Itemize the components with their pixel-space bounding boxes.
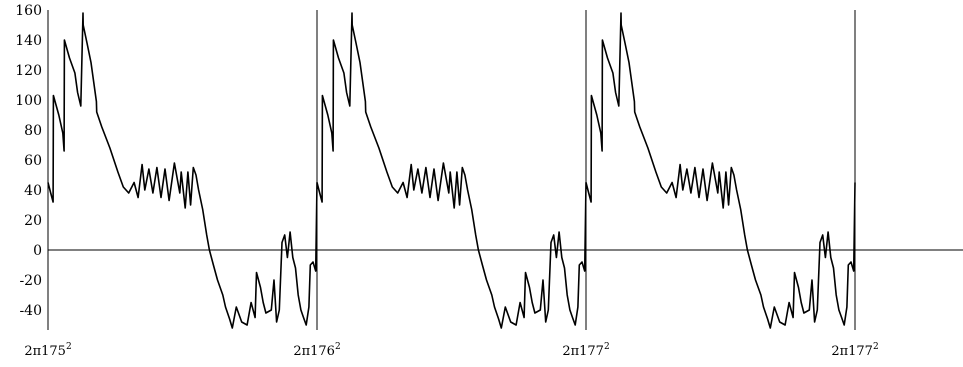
x-tick-labels: 2π1752 2π1762 2π1772 2π1772: [24, 342, 878, 359]
y-tick-label: 140: [15, 33, 42, 49]
y-tick-label: 80: [24, 123, 42, 139]
y-tick-label: -40: [19, 303, 42, 319]
x-tick-label: 2π1752: [24, 342, 71, 359]
series-layer: [47, 12, 856, 329]
y-tick-labels: 160 140 120 100 80 60 40 20 0 -20 -40: [15, 3, 42, 319]
y-tick-label: 160: [15, 3, 42, 19]
y-tick-label: 100: [15, 93, 42, 109]
x-tick-label: 2π1772: [831, 342, 878, 359]
reference-lines: [48, 10, 963, 330]
y-tick-label: 0: [33, 243, 42, 259]
y-tick-label: 40: [24, 183, 42, 199]
y-tick-label: 20: [24, 213, 42, 229]
x-tick-label: 2π1762: [293, 342, 340, 359]
y-tick-label: -20: [19, 273, 42, 289]
y-tick-label: 60: [24, 153, 42, 169]
x-tick-label: 2π1772: [562, 342, 609, 359]
series-line: [47, 12, 856, 329]
y-tick-label: 120: [15, 63, 42, 79]
